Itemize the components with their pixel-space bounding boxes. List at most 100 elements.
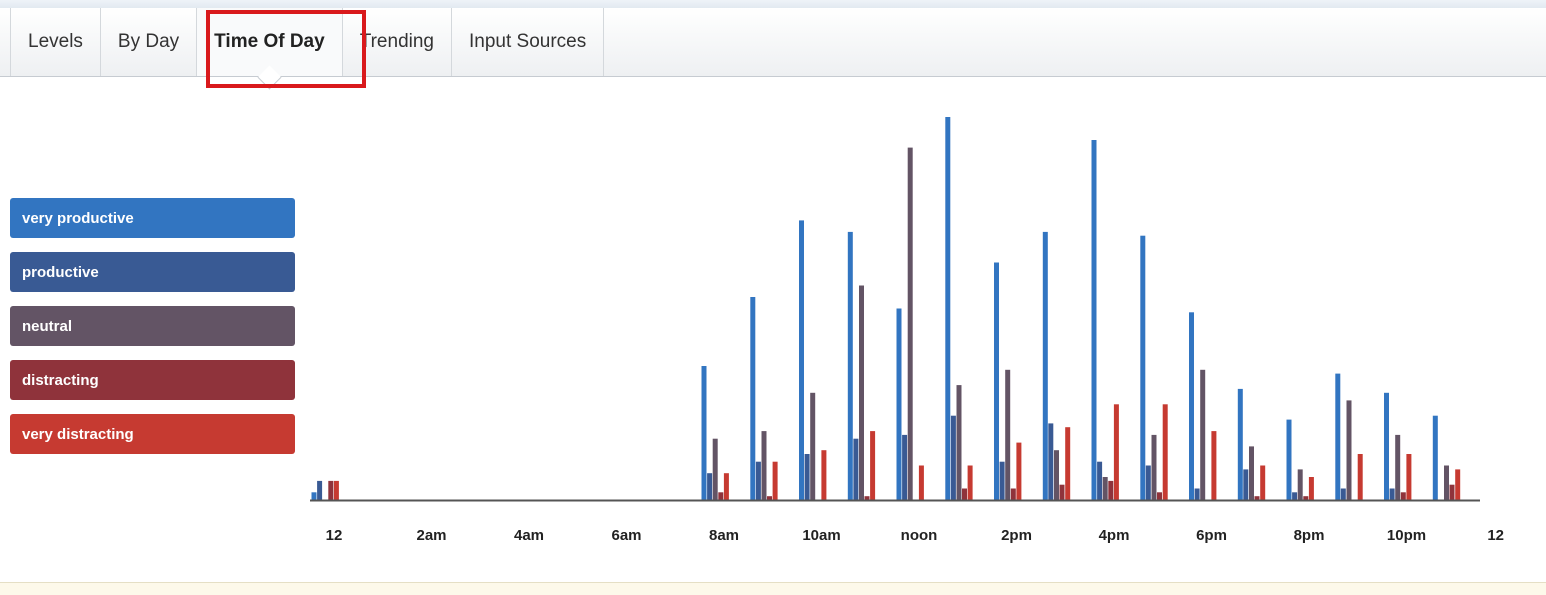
bar-neutral-hour-21[interactable] — [1346, 400, 1352, 500]
bar-very-distracting-hour-9[interactable] — [772, 461, 778, 500]
bar-neutral-hour-19[interactable] — [1249, 446, 1254, 500]
bar-very-productive-hour-21[interactable] — [1335, 373, 1341, 500]
bar-very-productive-hour-13[interactable] — [945, 117, 951, 500]
bar-productive-hour-0[interactable] — [317, 480, 323, 501]
bar-very-productive-hour-0[interactable] — [311, 492, 317, 500]
bar-productive-hour-10[interactable] — [804, 454, 810, 500]
bar-productive-hour-12[interactable] — [902, 434, 908, 500]
bar-very-distracting-hour-18[interactable] — [1211, 431, 1217, 500]
bar-very-distracting-hour-21[interactable] — [1357, 454, 1363, 500]
bottom-bar — [0, 582, 1546, 595]
bar-very-distracting-hour-22[interactable] — [1406, 454, 1412, 500]
bar-very-distracting-hour-17[interactable] — [1162, 404, 1168, 501]
bar-very-productive-hour-8[interactable] — [701, 366, 707, 500]
x-tick-label: 10pm — [1387, 527, 1426, 544]
bar-very-productive-hour-16[interactable] — [1091, 140, 1097, 500]
bar-productive-hour-21[interactable] — [1340, 488, 1346, 501]
bar-neutral-hour-16[interactable] — [1102, 477, 1108, 500]
x-tick-label: 6pm — [1196, 527, 1227, 544]
x-tick-label: 4pm — [1099, 527, 1130, 544]
bar-very-productive-hour-12[interactable] — [896, 308, 902, 501]
legend-neutral[interactable]: neutral — [10, 306, 295, 346]
bar-very-productive-hour-19[interactable] — [1237, 388, 1243, 500]
bar-distracting-hour-19[interactable] — [1254, 496, 1260, 500]
bar-distracting-hour-23[interactable] — [1449, 484, 1455, 500]
bar-neutral-hour-17[interactable] — [1151, 434, 1157, 500]
bar-very-distracting-hour-0[interactable] — [333, 480, 339, 501]
x-tick-label: 8am — [709, 527, 739, 544]
bar-distracting-hour-22[interactable] — [1400, 492, 1406, 500]
bar-very-productive-hour-22[interactable] — [1384, 392, 1389, 500]
bar-distracting-hour-9[interactable] — [767, 496, 772, 500]
bar-productive-hour-9[interactable] — [755, 461, 761, 500]
bar-distracting-hour-20[interactable] — [1303, 496, 1309, 500]
bar-neutral-hour-18[interactable] — [1200, 369, 1206, 500]
tab-input-sources[interactable]: Input Sources — [452, 8, 605, 76]
bar-very-productive-hour-14[interactable] — [994, 262, 999, 501]
x-tick-label: 12 — [1487, 527, 1504, 544]
bar-neutral-hour-14[interactable] — [1005, 369, 1011, 500]
bar-productive-hour-15[interactable] — [1048, 423, 1054, 500]
bar-very-distracting-hour-14[interactable] — [1016, 442, 1022, 500]
bar-productive-hour-22[interactable] — [1389, 488, 1395, 501]
bar-neutral-hour-20[interactable] — [1297, 469, 1303, 500]
bar-distracting-hour-8[interactable] — [718, 492, 724, 500]
bar-very-productive-hour-23[interactable] — [1432, 415, 1438, 500]
bar-very-productive-hour-17[interactable] — [1140, 235, 1146, 500]
legend-very-productive[interactable]: very productive — [10, 198, 295, 238]
bar-distracting-hour-17[interactable] — [1157, 492, 1162, 500]
bar-distracting-hour-0[interactable] — [328, 480, 334, 501]
bar-neutral-hour-22[interactable] — [1395, 434, 1401, 500]
bar-very-productive-hour-11[interactable] — [847, 231, 853, 500]
bar-distracting-hour-11[interactable] — [864, 496, 870, 500]
legend-productive[interactable]: productive — [10, 252, 295, 292]
bar-very-productive-hour-18[interactable] — [1189, 312, 1194, 500]
bar-distracting-hour-13[interactable] — [962, 488, 967, 501]
bar-productive-hour-18[interactable] — [1194, 488, 1200, 501]
bar-very-distracting-hour-19[interactable] — [1260, 465, 1266, 501]
bar-distracting-hour-15[interactable] — [1059, 484, 1065, 500]
bar-neutral-hour-15[interactable] — [1054, 450, 1059, 500]
bar-productive-hour-11[interactable] — [853, 438, 859, 500]
x-axis-ticks: 12 2am 4am 6am 8am 10am noon 2pm 4pm 6pm 8pm 10pm 12 — [326, 527, 1504, 544]
bar-productive-hour-8[interactable] — [707, 473, 713, 500]
x-tick-label: 12 — [326, 527, 343, 544]
bar-very-distracting-hour-20[interactable] — [1308, 477, 1314, 500]
bar-neutral-hour-23[interactable] — [1444, 465, 1449, 501]
tab-time-of-day[interactable]: Time Of Day — [197, 8, 343, 76]
legend-very-distracting[interactable]: very distracting — [10, 414, 295, 454]
x-tick-label: 2pm — [1001, 527, 1032, 544]
bar-very-productive-hour-20[interactable] — [1286, 419, 1292, 500]
bar-neutral-hour-8[interactable] — [712, 438, 718, 500]
bar-very-distracting-hour-15[interactable] — [1065, 427, 1071, 500]
bar-very-distracting-hour-16[interactable] — [1113, 404, 1119, 501]
bar-productive-hour-13[interactable] — [950, 415, 956, 500]
bar-very-distracting-hour-12[interactable] — [918, 465, 924, 501]
bar-very-distracting-hour-11[interactable] — [870, 431, 876, 500]
bar-very-distracting-hour-10[interactable] — [821, 450, 827, 500]
bar-neutral-hour-11[interactable] — [859, 285, 864, 501]
tab-by-day[interactable]: By Day — [101, 8, 198, 76]
bar-neutral-hour-10[interactable] — [810, 392, 816, 500]
bar-very-distracting-hour-23[interactable] — [1455, 469, 1461, 500]
x-tick-label: noon — [901, 527, 938, 544]
bar-productive-hour-16[interactable] — [1097, 461, 1103, 500]
bar-productive-hour-20[interactable] — [1292, 492, 1298, 500]
bar-very-productive-hour-10[interactable] — [799, 220, 804, 500]
bar-very-distracting-hour-8[interactable] — [723, 473, 729, 500]
bar-productive-hour-17[interactable] — [1145, 465, 1151, 501]
bar-distracting-hour-16[interactable] — [1108, 480, 1114, 501]
bar-neutral-hour-12[interactable] — [907, 147, 913, 500]
x-tick-label: 8pm — [1294, 527, 1325, 544]
bar-productive-hour-19[interactable] — [1243, 469, 1249, 500]
bar-productive-hour-14[interactable] — [999, 461, 1005, 500]
tab-trending[interactable]: Trending — [343, 8, 452, 76]
bar-very-productive-hour-9[interactable] — [750, 297, 756, 500]
tab-levels[interactable]: Levels — [10, 8, 101, 76]
bar-neutral-hour-13[interactable] — [956, 385, 962, 500]
bar-distracting-hour-14[interactable] — [1010, 488, 1016, 501]
bar-very-productive-hour-15[interactable] — [1042, 231, 1048, 500]
bar-very-distracting-hour-13[interactable] — [967, 465, 973, 501]
legend-distracting[interactable]: distracting — [10, 360, 295, 400]
bar-neutral-hour-9[interactable] — [761, 431, 767, 500]
